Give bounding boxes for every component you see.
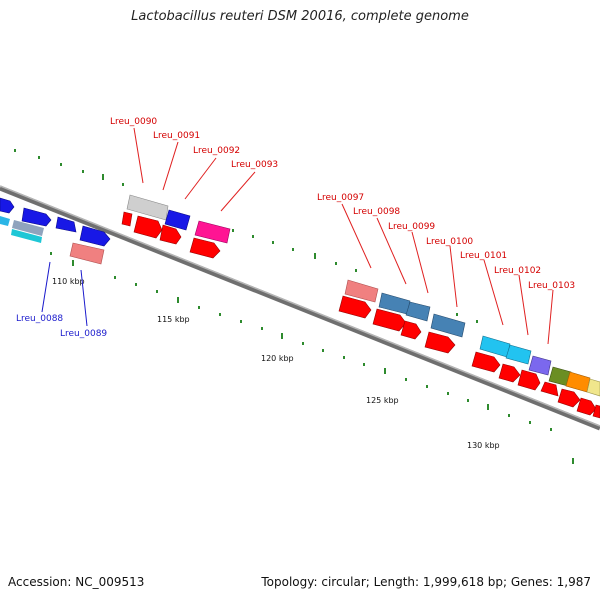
gene-box[interactable] xyxy=(479,335,511,358)
gene-arrow[interactable] xyxy=(592,404,600,419)
kbp-label[interactable]: 125 kbp xyxy=(366,396,399,405)
gene-box[interactable] xyxy=(344,279,379,303)
kbp-labels: 110 kbp 115 kbp 120 kbp 125 kbp 130 kbp xyxy=(52,277,500,450)
gene-cluster-right[interactable] xyxy=(471,335,600,419)
gene-box[interactable] xyxy=(505,344,532,365)
gene-labels-blue: Lreu_0088 Lreu_0089 xyxy=(16,314,107,339)
gene-arrow[interactable] xyxy=(21,207,52,227)
gene-label[interactable]: Lreu_0091 xyxy=(153,131,200,141)
leader-lines-blue xyxy=(41,261,88,327)
gene-box[interactable] xyxy=(12,220,44,236)
gene-arrow[interactable] xyxy=(471,351,501,373)
gene-arrow[interactable] xyxy=(557,388,581,408)
map-title: Lactobacillus reuteri DSM 20016, complet… xyxy=(131,9,469,24)
scale-tick-row xyxy=(50,252,574,464)
gene-box[interactable] xyxy=(405,301,431,322)
gene-label[interactable]: Lreu_0098 xyxy=(353,207,400,217)
gene-arrow[interactable] xyxy=(540,381,559,397)
gene-box[interactable] xyxy=(164,209,191,231)
gene-arrow[interactable] xyxy=(576,397,597,416)
genome-summary-text: Topology: circular; Length: 1,999,618 bp… xyxy=(261,575,591,589)
gene-box[interactable] xyxy=(69,242,105,265)
gene-label[interactable]: Lreu_0101 xyxy=(460,251,507,261)
gene-arrow[interactable] xyxy=(0,197,15,214)
gene-arrow[interactable] xyxy=(79,225,111,247)
kbp-label[interactable]: 115 kbp xyxy=(157,315,190,324)
gene-label[interactable]: Lreu_0097 xyxy=(317,193,364,203)
leader-lines-red xyxy=(133,127,554,345)
gene-arrow[interactable] xyxy=(121,211,133,227)
kbp-label[interactable]: 130 kbp xyxy=(467,441,500,450)
kbp-label[interactable]: 120 kbp xyxy=(261,354,294,363)
gene-box[interactable] xyxy=(528,355,552,376)
gene-arrow[interactable] xyxy=(189,237,221,259)
gene-box[interactable] xyxy=(430,313,466,338)
gene-arrow[interactable] xyxy=(498,363,521,383)
gene-box[interactable] xyxy=(126,194,169,221)
gene-label[interactable]: Lreu_0090 xyxy=(110,117,157,127)
kbp-label[interactable]: 110 kbp xyxy=(52,277,85,286)
gene-arrow[interactable] xyxy=(400,320,422,340)
gene-label[interactable]: Lreu_0099 xyxy=(388,222,435,232)
gene-arrow[interactable] xyxy=(159,224,182,245)
gene-cluster-right-center[interactable] xyxy=(338,279,466,354)
gene-label[interactable]: Lreu_0100 xyxy=(426,237,473,247)
accession-text: Accession: NC_009513 xyxy=(8,575,145,589)
gene-box[interactable] xyxy=(0,216,10,226)
outer-tick-row xyxy=(14,149,478,323)
gene-label[interactable]: Lreu_0089 xyxy=(60,329,107,339)
gene-arrow[interactable] xyxy=(133,215,163,239)
gene-label[interactable]: Lreu_0093 xyxy=(231,160,278,170)
gene-labels-red: Lreu_0090 Lreu_0091 Lreu_0092 Lreu_0093 … xyxy=(110,117,575,291)
gene-cluster-middle[interactable] xyxy=(121,194,231,259)
gene-arrow[interactable] xyxy=(517,369,541,391)
gene-box[interactable] xyxy=(194,220,231,244)
gene-arrow[interactable] xyxy=(55,216,77,233)
genome-backbone-highlight xyxy=(0,185,600,427)
gene-label[interactable]: Lreu_0092 xyxy=(193,146,240,156)
gene-arrow[interactable] xyxy=(424,331,456,354)
gene-box[interactable] xyxy=(565,371,591,393)
gene-box[interactable] xyxy=(11,229,42,243)
gene-label[interactable]: Lreu_0102 xyxy=(494,266,541,276)
gene-arrow[interactable] xyxy=(338,295,372,319)
gene-label[interactable]: Lreu_0088 xyxy=(16,314,63,324)
gene-cluster-left[interactable] xyxy=(0,197,111,265)
genome-backbone xyxy=(0,185,600,431)
gene-arrow[interactable] xyxy=(372,308,407,332)
gene-label[interactable]: Lreu_0103 xyxy=(528,281,575,291)
gene-box[interactable] xyxy=(586,378,600,397)
